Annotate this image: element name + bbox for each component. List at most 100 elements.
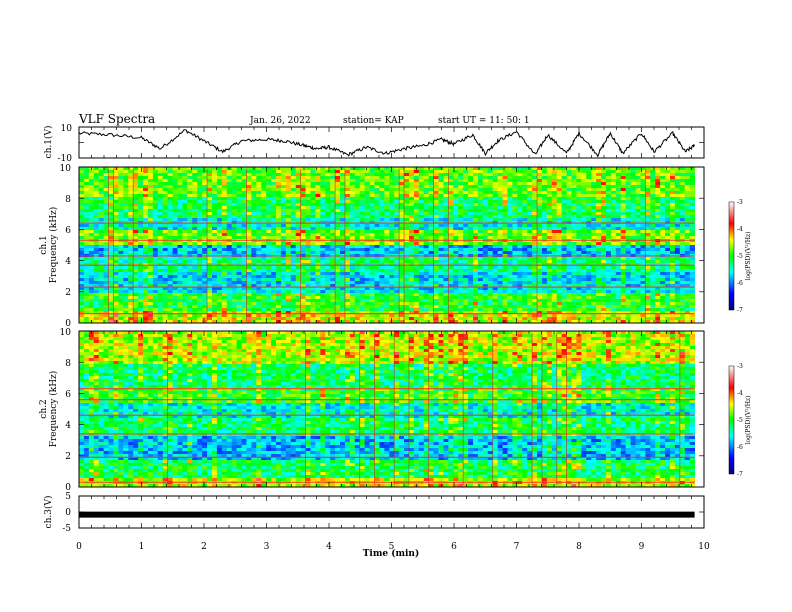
spectrogram-cell <box>300 281 306 285</box>
spectrogram-cell <box>527 215 533 219</box>
spectrogram-cell <box>226 185 233 189</box>
spectrogram-cell <box>605 281 612 285</box>
spectrogram-cell <box>172 212 178 216</box>
spectrogram-cell <box>581 230 587 234</box>
spectrogram-cell <box>551 206 558 210</box>
spectrogram-cell <box>605 197 612 201</box>
spectrogram-cell <box>374 242 380 246</box>
spectrogram-cell <box>596 182 602 186</box>
spectrogram-cell <box>665 194 671 198</box>
spectrogram-cell <box>103 176 109 180</box>
spectrogram-cell <box>532 191 538 195</box>
spectrogram-cell <box>349 206 356 210</box>
spectrogram-cell <box>438 179 444 183</box>
spectrogram-cell <box>438 251 444 255</box>
spectrogram-cell <box>271 260 277 264</box>
spectrogram-cell <box>280 167 287 171</box>
spectrogram-cell <box>428 266 435 270</box>
spectrogram-cell <box>221 173 228 177</box>
spectrogram-cell <box>108 212 114 216</box>
spectrogram-cell <box>596 272 602 276</box>
spectrogram-cell <box>290 194 297 198</box>
spectrogram-cell <box>615 227 622 231</box>
spectrogram-cell <box>320 251 326 255</box>
spectrogram-cell <box>241 191 247 195</box>
spectrogram-cell <box>310 185 316 189</box>
spectrogram-cell <box>103 200 109 204</box>
spectrogram-cell <box>300 245 306 249</box>
spectrogram-cell <box>118 224 124 228</box>
spectrogram-cell <box>197 170 203 174</box>
spectrogram-cell <box>93 281 100 285</box>
spectrogram-cell <box>226 281 233 285</box>
spectrogram-cell <box>79 209 85 213</box>
spectrogram-cell <box>507 251 513 255</box>
spectrogram-cell <box>113 182 119 186</box>
spectrogram-cell <box>138 251 144 255</box>
spectrogram-cell <box>586 227 592 231</box>
spectrogram-cell <box>271 257 277 261</box>
spectrogram-cell <box>123 170 129 174</box>
spectrogram-cell <box>640 236 646 240</box>
spectrogram-cell <box>167 242 173 246</box>
spectrogram-cell <box>615 167 622 171</box>
spectrogram-cell <box>320 233 326 237</box>
spectrogram-cell <box>177 236 183 240</box>
spectrogram-cell <box>162 203 169 207</box>
spectrogram-cell <box>527 269 533 273</box>
spectrogram-cell <box>497 251 503 255</box>
spectrogram-cell <box>443 272 449 276</box>
spectrogram-cell <box>138 230 144 234</box>
spectrogram-cell <box>246 266 252 270</box>
spectrogram-cell <box>615 266 622 270</box>
spectrogram-cell <box>300 197 306 201</box>
spectrogram-cell <box>143 191 149 195</box>
spectrogram-cell <box>290 233 297 237</box>
spectrogram-cell <box>566 167 572 171</box>
spectrogram-cell <box>512 245 518 249</box>
spectrogram-cell <box>546 269 553 273</box>
spectrogram-cell <box>162 266 169 270</box>
spectrogram-cell <box>433 227 439 231</box>
spectrogram-cell <box>83 266 90 270</box>
spectrogram-cell <box>340 173 346 177</box>
spectrogram-cell <box>640 191 646 195</box>
spectrogram-cell <box>374 269 380 273</box>
spectrogram-cell <box>261 194 267 198</box>
spectrogram-cell <box>88 242 95 246</box>
spectrogram-cell <box>226 200 233 204</box>
spectrogram-cell <box>349 269 356 273</box>
spectrogram-cell <box>369 197 375 201</box>
spectrogram-cell <box>408 170 415 174</box>
spectrogram-cell <box>640 209 646 213</box>
spectrogram-cell <box>305 281 311 285</box>
spectrogram-cell <box>167 203 173 207</box>
spectrogram-cell <box>418 269 425 273</box>
spectrogram-cell <box>369 209 375 213</box>
spectrogram-cell <box>162 218 169 222</box>
spectrogram-cell <box>605 275 612 279</box>
spectrogram-cell <box>330 266 336 270</box>
spectrogram-cell <box>620 179 627 183</box>
spectrogram-cell <box>517 236 523 240</box>
spectrogram-cell <box>202 236 208 240</box>
spectrogram-cell <box>645 170 651 174</box>
spectrogram-cell <box>443 224 449 228</box>
spectrogram-cell <box>246 233 252 237</box>
spectrogram-cell <box>256 242 262 246</box>
spectrogram-cell <box>527 176 533 180</box>
spectrogram-cell <box>261 266 267 270</box>
spectrogram-cell <box>448 185 454 189</box>
spectrogram-cell <box>576 215 582 219</box>
spectrogram-cell <box>463 188 469 192</box>
spectrogram-cell <box>640 182 646 186</box>
spectrogram-cell <box>566 179 572 183</box>
spectrogram-cell <box>364 272 370 276</box>
spectrogram-cell <box>305 224 311 228</box>
spectrogram-cell <box>433 236 439 240</box>
spectrogram-cell <box>197 209 203 213</box>
spectrogram-cell <box>394 200 400 204</box>
spectrogram-cell <box>172 269 178 273</box>
spectrogram-cell <box>118 269 124 273</box>
spectrogram-cell <box>408 188 415 192</box>
